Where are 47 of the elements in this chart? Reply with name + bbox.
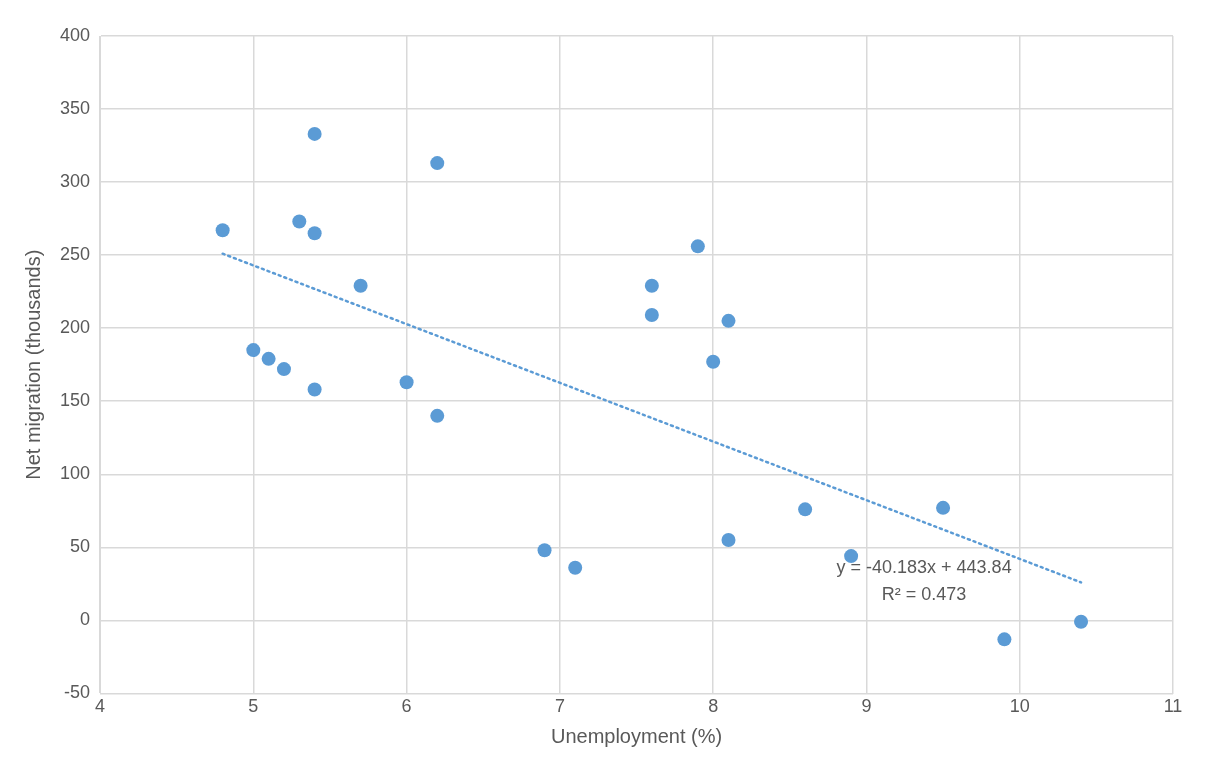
- y-tick-label: 100: [59, 463, 91, 484]
- y-tick-label: 300: [59, 171, 91, 192]
- y-tick-label: 350: [59, 98, 91, 119]
- point: [721, 313, 736, 328]
- y-tick-label: -50: [64, 682, 91, 703]
- point: [690, 239, 705, 254]
- x-tick-label: 8: [708, 696, 719, 717]
- x-tick-label: 10: [1009, 696, 1030, 717]
- point: [1074, 614, 1089, 629]
- point: [292, 214, 307, 229]
- point: [997, 632, 1012, 647]
- point: [276, 362, 291, 377]
- point: [706, 354, 721, 369]
- x-axis-title: Unemployment (%): [550, 724, 723, 747]
- annotation: R² = 0.473: [881, 584, 967, 605]
- point: [568, 560, 583, 575]
- x-tick-label: 7: [554, 696, 565, 717]
- point: [537, 543, 552, 558]
- point: [246, 343, 261, 358]
- y-axis-title: Net migration (thousands): [21, 249, 44, 480]
- y-tick-label: 150: [59, 390, 91, 411]
- y-tick-label: 250: [59, 244, 91, 265]
- y-tick-label: 400: [59, 24, 91, 45]
- x-tick-label: 4: [95, 696, 106, 717]
- x-tick-label: 11: [1163, 696, 1183, 717]
- point: [844, 549, 859, 564]
- point: [798, 502, 813, 517]
- y-tick-label: 0: [80, 609, 91, 630]
- x-tick-label: 6: [401, 696, 412, 717]
- annotation: y = -40.183x + 443.84: [836, 557, 1012, 578]
- point: [307, 126, 322, 141]
- point: [307, 382, 322, 397]
- point: [399, 375, 414, 390]
- y-tick-label: 200: [59, 317, 91, 338]
- point: [215, 223, 230, 238]
- point: [644, 278, 659, 293]
- point: [936, 500, 951, 515]
- point: [307, 226, 322, 241]
- x-tick-label: 5: [248, 696, 259, 717]
- point: [353, 278, 368, 293]
- point: [721, 533, 736, 548]
- point: [261, 351, 276, 366]
- point: [644, 308, 659, 323]
- point: [430, 156, 445, 171]
- y-tick-label: 50: [70, 536, 91, 557]
- x-tick-label: 9: [861, 696, 872, 717]
- point: [430, 408, 445, 423]
